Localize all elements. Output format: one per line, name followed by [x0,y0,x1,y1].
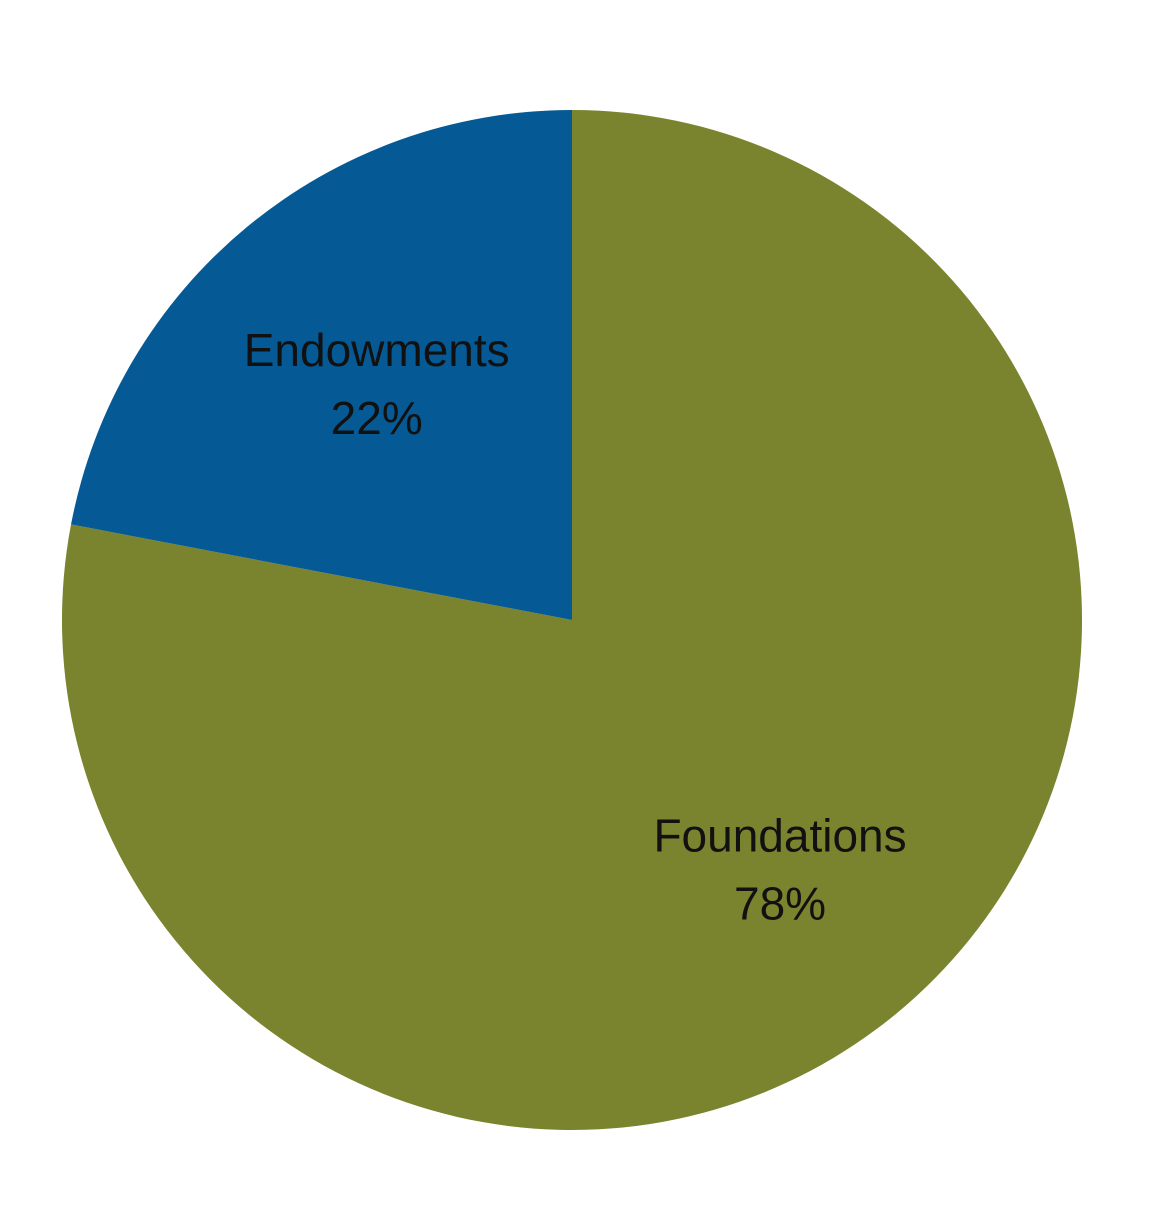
slice-label-foundations: Foundations [653,809,906,861]
pie-slice-foundations [62,110,1083,1130]
pie-slice-endowments [71,110,572,620]
slice-value-endowments: 22% [331,392,423,444]
slice-value-foundations: 78% [734,877,826,929]
pie-labels: Foundations 78% Endowments 22% [244,324,907,929]
pie-slices [62,110,1083,1130]
slice-label-endowments: Endowments [244,324,510,376]
